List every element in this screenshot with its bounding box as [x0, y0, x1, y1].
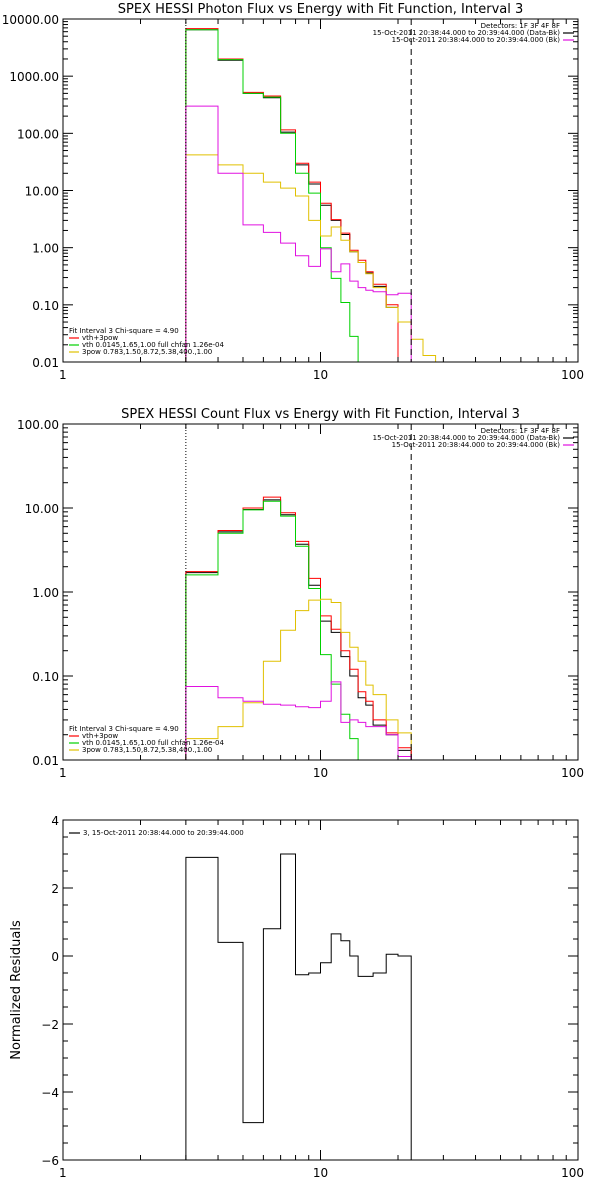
x-tick-label: 100: [561, 368, 584, 382]
y-tick-label: 0.10: [32, 670, 59, 684]
x-tick-label: 10: [313, 1166, 328, 1180]
chart-title: SPEX HESSI Count Flux vs Energy with Fit…: [121, 407, 520, 422]
series-group: [185, 28, 437, 362]
x-tick-label: 1: [59, 1166, 67, 1180]
y-tick-label: 2: [51, 882, 59, 896]
count-flux-chart: SPEX HESSI Count Flux vs Energy with Fit…: [17, 407, 584, 780]
series-line-3pow: [185, 598, 412, 760]
y-tick-label: 10000.00: [2, 13, 59, 27]
y-tick-label: 100.00: [17, 418, 59, 432]
series-group: [185, 853, 412, 1160]
series-line-bk: [185, 681, 412, 760]
legend-top-text: 15-Oct-2011 20:38:44.000 to 20:39:44.000…: [373, 29, 561, 37]
y-tick-label: 10.00: [25, 185, 59, 199]
y-tick-label: 100.00: [17, 127, 59, 141]
legend-top-text: Detectors: 1F 3F 4F 8F: [481, 22, 560, 30]
y-tick-label: 4: [51, 814, 59, 828]
series-line-residuals: [185, 853, 412, 1160]
series-line-vth: [185, 29, 359, 362]
x-tick-label: 10: [313, 766, 328, 780]
y-tick-label: 0: [51, 950, 59, 964]
legend-fit-text: vth 0.0145,1.65,1.00 full chfan 1.26e-04: [82, 341, 224, 349]
series-line-data-bk: [185, 499, 412, 760]
series-line-bk: [185, 105, 412, 362]
y-tick-label: 0.01: [32, 754, 59, 768]
y-tick-label: 1.00: [32, 586, 59, 600]
legend-top-text: 15-Oct-2011 20:38:44.000 to 20:39:44.000…: [392, 441, 561, 449]
y-tick-label: 0.10: [32, 299, 59, 313]
y-tick-label: 1000.00: [9, 70, 59, 84]
x-tick-label: 1: [59, 766, 67, 780]
y-axis-label: Normalized Residuals: [9, 920, 24, 1060]
legend-top-text: 3, 15-Oct-2011 20:38:44.000 to 20:39:44.…: [83, 829, 244, 837]
y-tick-label: −4: [41, 1086, 59, 1100]
chart-title: SPEX HESSI Photon Flux vs Energy with Fi…: [118, 2, 524, 17]
x-tick-label: 1: [59, 368, 67, 382]
y-tick-label: 10.00: [25, 502, 59, 516]
residuals-chart: 1 10 100 −6 −4 −2 0 2 4 Normalized Residuals 3, 15…: [9, 814, 584, 1180]
series-line-vth-3pow: [185, 496, 412, 760]
y-tick-label: 0.01: [32, 356, 59, 370]
y-tick-label: −2: [41, 1018, 59, 1032]
legend-top-text: 15-Oct-2011 20:38:44.000 to 20:39:44.000…: [392, 36, 561, 44]
legend-fit-text: Fit Interval 3 Chi-square = 4.90: [69, 725, 179, 733]
plot-frame: [62, 819, 579, 1161]
series-line-vth-3pow: [185, 28, 399, 362]
x-tick-label: 10: [313, 368, 328, 382]
legend-top-text: 15-Oct-2011 20:38:44.000 to 20:39:44.000…: [373, 434, 561, 442]
legend-top-text: Detectors: 1F 3F 4F 8F: [481, 427, 560, 435]
y-tick-label: −6: [41, 1154, 59, 1168]
x-tick-label: 100: [561, 766, 584, 780]
photon-flux-chart: SPEX HESSI Photon Flux vs Energy with Fi…: [2, 2, 584, 382]
series-group: [185, 496, 412, 760]
legend-fit-text: vth+3pow: [82, 732, 118, 740]
y-tick-label: 1.00: [32, 242, 59, 256]
x-tick-label: 100: [561, 1166, 584, 1180]
legend-fit-text: Fit Interval 3 Chi-square = 4.90: [69, 327, 179, 335]
legend-fit-text: 3pow 0.783,1.50,8.72,5.38,400.,1.00: [82, 348, 212, 356]
legend-fit-text: 3pow 0.783,1.50,8.72,5.38,400.,1.00: [82, 746, 212, 754]
series-line-vth: [185, 500, 359, 760]
legend-fit-text: vth 0.0145,1.65,1.00 full chfan 1.26e-04: [82, 739, 224, 747]
legend-fit-text: vth+3pow: [82, 334, 118, 342]
